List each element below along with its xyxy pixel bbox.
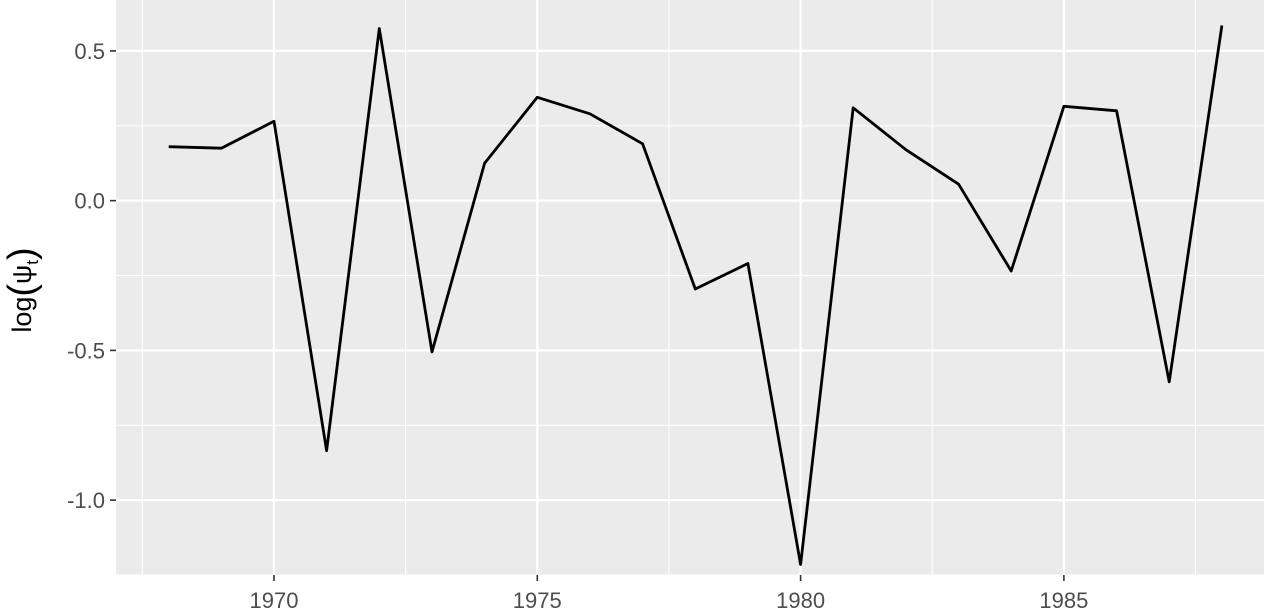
x-tick-label: 1980 xyxy=(776,588,825,610)
y-axis-title-func: log xyxy=(7,297,37,333)
y-tick-label: 0.0 xyxy=(74,189,105,214)
y-axis-ticks: -1.0 -0.5 0.0 0.5 xyxy=(67,39,116,513)
y-axis-title: log(ψt) xyxy=(1,247,43,332)
y-tick-label: 0.5 xyxy=(74,39,105,64)
x-tick-label: 1975 xyxy=(513,588,562,610)
y-tick-label: -1.0 xyxy=(67,488,105,513)
x-tick-label: 1985 xyxy=(1039,588,1088,610)
y-axis-title-subscript: t xyxy=(23,260,42,265)
y-tick-label: -0.5 xyxy=(67,338,105,363)
major-gridlines xyxy=(116,0,1264,575)
y-axis-title-symbol: ψ xyxy=(7,265,37,284)
x-axis-ticks: 1970 1975 1980 1985 xyxy=(250,575,1088,610)
series-line xyxy=(168,25,1224,566)
plot-panel xyxy=(116,0,1264,575)
minor-gridlines xyxy=(116,0,1264,576)
x-tick-label: 1970 xyxy=(250,588,299,610)
